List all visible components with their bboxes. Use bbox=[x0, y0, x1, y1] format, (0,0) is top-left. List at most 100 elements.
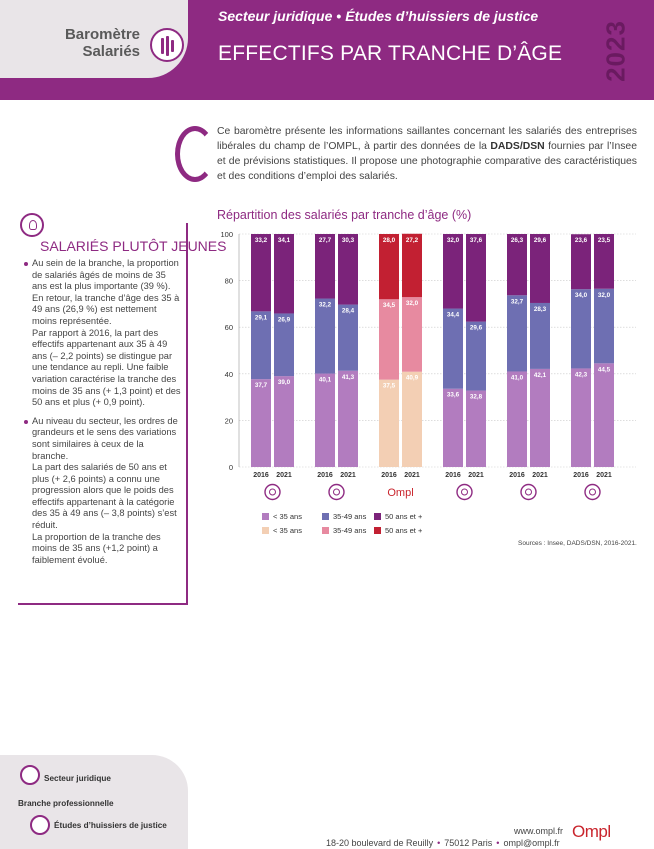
bar-lt35-2016 bbox=[251, 379, 271, 467]
data-label: 26,3 bbox=[511, 237, 524, 244]
key-facts-text: Au sein de la branche, la proportion de … bbox=[24, 258, 182, 567]
bullet-dot bbox=[24, 262, 28, 266]
key-fact-text: Par rapport à 2016, la part des effectif… bbox=[32, 327, 181, 408]
key-fact-paragraph: Au sein de la branche, la proportion de … bbox=[24, 258, 182, 328]
data-label: 32,7 bbox=[511, 298, 524, 305]
legend-label: < 35 ans bbox=[273, 526, 302, 535]
separator-dot: • bbox=[496, 838, 500, 848]
bar-35-49-2021 bbox=[594, 288, 614, 364]
bullet-dot bbox=[24, 419, 28, 424]
footer-box: Secteur juridique Branche professionnell… bbox=[0, 755, 188, 849]
ompl-logo: Ompl bbox=[572, 822, 611, 841]
intro-paragraph: Ce baromètre présente les informations s… bbox=[217, 124, 637, 184]
key-fact-paragraph: La part des salariés de 50 ans et plus (… bbox=[32, 462, 182, 532]
data-label: 37,5 bbox=[383, 383, 396, 390]
bar-lt35-2016 bbox=[315, 373, 335, 467]
data-label: 42,1 bbox=[534, 372, 547, 379]
bar-35-49-2016 bbox=[315, 298, 335, 374]
scales-icon-glyph bbox=[333, 488, 340, 496]
brand-title-text: Baromètre Salariés bbox=[64, 26, 140, 60]
data-label: 37,6 bbox=[470, 237, 483, 244]
x-tick-label: 2021 bbox=[532, 472, 548, 479]
bar-lt35-2021 bbox=[594, 363, 614, 467]
legend-label: 50 ans et + bbox=[385, 526, 423, 535]
scales-icon bbox=[328, 483, 345, 501]
bar-35-49-2021 bbox=[338, 304, 358, 371]
chart-title: Répartition des salariés par tranche d’â… bbox=[217, 208, 472, 222]
scales-hand-icon-glyph bbox=[269, 488, 276, 496]
data-label: 27,2 bbox=[406, 237, 419, 244]
address-street: 18-20 boulevard de Reuilly bbox=[326, 838, 434, 848]
bar-lt35-2021 bbox=[402, 371, 422, 467]
data-label: 30,3 bbox=[342, 237, 355, 244]
key-fact-text: La proportion de la tranche des moins de… bbox=[32, 531, 161, 565]
bar-35-49-2016 bbox=[251, 311, 271, 380]
bar-50plus-2021 bbox=[338, 234, 358, 305]
address-city: 75012 Paris bbox=[444, 838, 493, 848]
bar-35-49-2021 bbox=[530, 302, 550, 369]
y-tick-label: 80 bbox=[225, 277, 233, 286]
page-title: EFFECTIFS PAR TRANCHE D’ÂGE bbox=[218, 42, 563, 65]
data-label: 27,7 bbox=[319, 237, 332, 244]
x-tick-label: 2021 bbox=[276, 472, 292, 479]
data-label: 44,5 bbox=[598, 366, 611, 373]
data-label: 33,6 bbox=[447, 392, 460, 399]
data-label: 23,5 bbox=[598, 237, 611, 244]
bar-35-49-2016 bbox=[379, 299, 399, 380]
person-chart-icon bbox=[584, 483, 601, 501]
bar-35-49-2021 bbox=[402, 297, 422, 372]
lightbulb-icon bbox=[20, 213, 44, 237]
legend-swatch bbox=[322, 513, 329, 520]
y-tick-label: 20 bbox=[225, 416, 233, 425]
data-label: 32,0 bbox=[406, 300, 419, 307]
x-tick-label: 2021 bbox=[340, 472, 356, 479]
data-label: 37,7 bbox=[255, 382, 268, 389]
legend-swatch bbox=[262, 513, 269, 520]
key-fact-paragraph: La proportion de la tranche des moins de… bbox=[32, 532, 182, 567]
key-fact-paragraph: Par rapport à 2016, la part des effectif… bbox=[32, 328, 182, 409]
data-label: 33,2 bbox=[255, 237, 268, 244]
data-label: 29,6 bbox=[470, 325, 483, 332]
legend-label: < 35 ans bbox=[273, 512, 302, 521]
bar-lt35-2016 bbox=[379, 379, 399, 467]
bar-lt35-2021 bbox=[338, 370, 358, 467]
brand-box: Baromètre Salariés bbox=[0, 0, 188, 78]
person-chart-icon-glyph bbox=[589, 488, 596, 496]
family-icon-glyph bbox=[525, 488, 532, 496]
data-label: 28,3 bbox=[534, 306, 547, 313]
bar-35-49-2016 bbox=[571, 289, 591, 369]
year-label: 2023 bbox=[596, 6, 636, 96]
legend-swatch bbox=[322, 527, 329, 534]
intro-text-bold: DADS/DSN bbox=[490, 141, 545, 152]
intro-text-1: Ce baromètre présente les informations s… bbox=[217, 126, 637, 152]
bar-50plus-2016 bbox=[315, 234, 335, 299]
sector-line: Secteur juridique • Études d’huissiers de … bbox=[218, 8, 538, 24]
legend-label: 50 ans et + bbox=[385, 512, 423, 521]
key-fact-text: Au sein de la branche, la proportion de … bbox=[32, 258, 180, 326]
intro-arc-decoration bbox=[175, 126, 215, 182]
data-label: 40,1 bbox=[319, 377, 332, 384]
institution-icon bbox=[456, 483, 473, 501]
postal-address: 18-20 boulevard de Reuilly • 75012 Paris • o… bbox=[326, 838, 560, 848]
year-text: 2023 bbox=[600, 20, 631, 82]
website-link[interactable]: www.ompl.fr bbox=[514, 826, 564, 836]
bar-35-49-2021 bbox=[466, 321, 486, 391]
data-label: 34,1 bbox=[278, 237, 291, 244]
email-link[interactable]: ompl@ompl.fr bbox=[503, 838, 560, 848]
ompl-logo-icon: Ompl bbox=[387, 487, 413, 499]
x-tick-label: 2016 bbox=[381, 472, 397, 479]
bar-35-49-2021 bbox=[274, 313, 294, 377]
scales-hand-icon bbox=[264, 483, 281, 501]
legend-label: 35-49 ans bbox=[333, 526, 367, 535]
key-facts-title: SALARIÉS PLUTÔT JEUNES bbox=[40, 238, 227, 254]
data-label: 23,6 bbox=[575, 237, 588, 244]
bar-lt35-2021 bbox=[466, 390, 486, 467]
legend-swatch bbox=[262, 527, 269, 534]
institution-icon-glyph bbox=[461, 488, 468, 496]
x-tick-label: 2016 bbox=[573, 472, 589, 479]
bar-lt35-2021 bbox=[530, 368, 550, 467]
legend-swatch bbox=[374, 527, 381, 534]
data-label: 28,0 bbox=[383, 237, 396, 244]
bar-lt35-2016 bbox=[571, 368, 591, 467]
bar-50plus-2016 bbox=[507, 234, 527, 296]
